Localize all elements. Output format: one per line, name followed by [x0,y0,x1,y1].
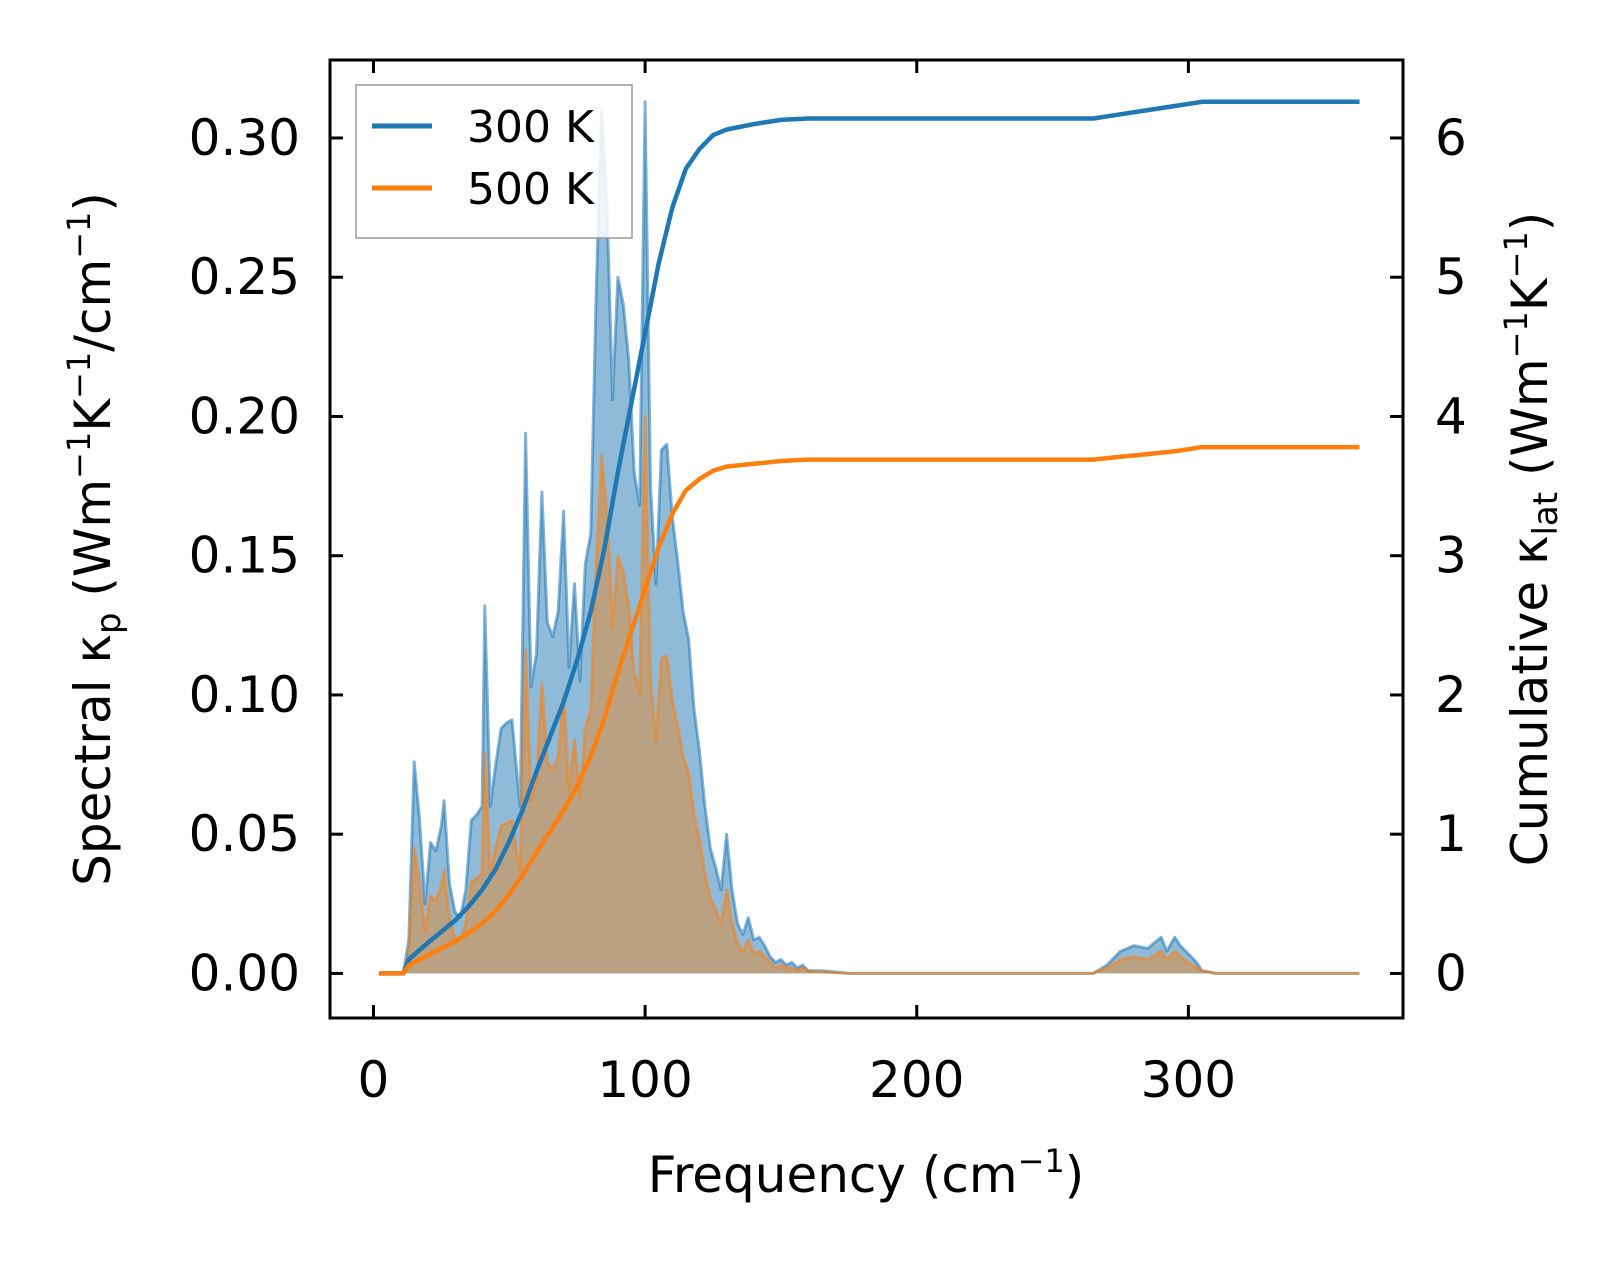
x-tick-label: 0 [358,1051,390,1109]
series-lines [378,99,1360,976]
x-tick-label: 200 [869,1051,964,1109]
legend-label-500k: 500 K [467,164,595,215]
y-right-tick-label: 1 [1435,805,1467,863]
y-right-tick-label: 2 [1435,666,1467,724]
y-left-tick-label: 0.05 [189,805,300,863]
y-left-tick-label: 0.00 [189,944,300,1002]
axis-ticks: 0 100 200 300 0.00 0.05 0.10 0.15 0.20 0.25 0.30 0 1… [189,60,1467,1109]
legend-label-300k: 300 K [467,102,595,153]
y-right-tick-label: 5 [1435,248,1467,306]
x-tick-label: 300 [1141,1051,1236,1109]
x-tick-label: 100 [597,1051,692,1109]
plot-frame [328,58,1405,1020]
spectral-fill-1 [378,416,1360,974]
legend-box [355,84,633,239]
y-left-tick-label: 0.20 [189,387,300,445]
y-right-tick-label: 4 [1435,387,1467,445]
y-right-tick-label: 3 [1435,527,1467,585]
y-left-axis-title: Spectral κp (Wm−1K−1/cm−1) [60,192,129,886]
cumulative-line-0 [378,99,1360,976]
legend: 300 K 500 K [355,84,633,239]
y-right-axis-title: Cumulative κlat (Wm−1K−1) [1497,212,1566,867]
y-left-tick-label: 0.25 [189,248,300,306]
spectral-line-1 [378,415,1360,975]
x-axis-title: Frequency (cm−1) [648,1142,1085,1204]
y-left-tick-label: 0.10 [189,666,300,724]
cumulative-line-1 [378,444,1360,976]
y-right-tick-label: 6 [1435,109,1467,167]
y-left-tick-label: 0.30 [189,109,300,167]
y-right-tick-label: 0 [1435,944,1467,1002]
y-left-tick-label: 0.15 [189,527,300,585]
